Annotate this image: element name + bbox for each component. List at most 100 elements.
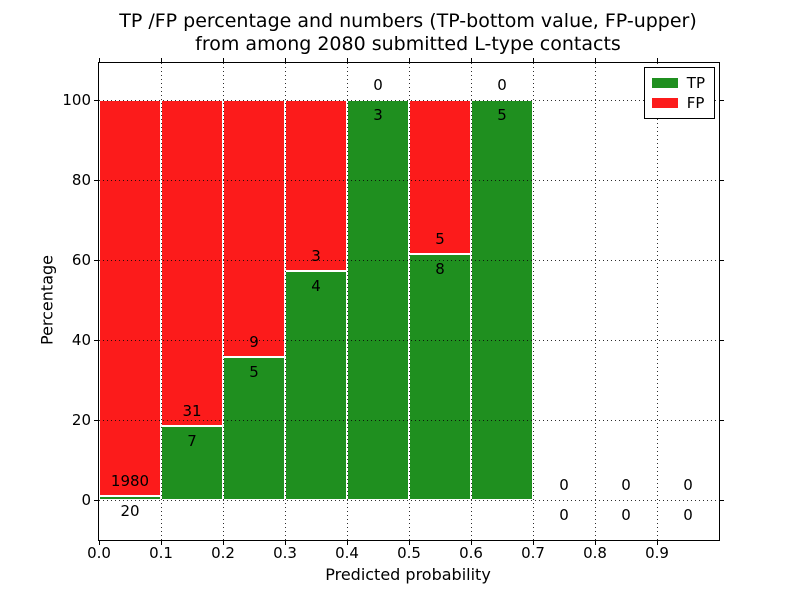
grid-line-vertical [533, 63, 534, 540]
grid-line-vertical [409, 63, 410, 540]
y-tick-mark-left [94, 420, 98, 421]
x-tick-mark-bottom [347, 541, 348, 545]
x-tick-mark-top [347, 58, 348, 62]
bar-fp-count-label: 0 [683, 476, 693, 494]
y-tick-label: 60 [71, 251, 91, 269]
bar-fp-segment [99, 100, 161, 496]
grid-line-vertical [161, 63, 162, 540]
bar-tp-segment [285, 271, 347, 500]
x-tick-mark-top [223, 58, 224, 62]
x-tick-mark-bottom [533, 541, 534, 545]
legend: TP FP [643, 67, 715, 119]
x-tick-mark-top [595, 58, 596, 62]
bar-fp-count-label: 0 [559, 476, 569, 494]
legend-item-tp: TP [651, 73, 705, 93]
legend-swatch-fp-icon [651, 98, 678, 108]
bar-fp-count-label: 9 [249, 333, 259, 351]
bar-fp-count-label: 0 [497, 76, 507, 94]
x-tick-label: 0.1 [149, 544, 173, 562]
y-tick-mark-right [720, 340, 724, 341]
x-tick-label: 0.7 [521, 544, 545, 562]
y-tick-mark-right [720, 420, 724, 421]
x-tick-mark-bottom [161, 541, 162, 545]
y-tick-mark-left [94, 340, 98, 341]
x-tick-mark-top [99, 58, 100, 62]
bar-tp-segment [99, 496, 161, 500]
x-tick-mark-top [533, 58, 534, 62]
bar-tp-segment [347, 100, 409, 500]
x-tick-mark-top [409, 58, 410, 62]
chart-title-line-2: from among 2080 submitted L-type contact… [195, 33, 621, 55]
bar-tp-count-label: 5 [497, 106, 507, 124]
bar-fp-count-label: 0 [373, 76, 383, 94]
bar-tp-count-label: 20 [120, 502, 140, 520]
y-tick-label: 40 [71, 331, 91, 349]
x-tick-mark-top [657, 58, 658, 62]
bar-fp-count-label: 31 [182, 402, 202, 420]
x-tick-label: 0.6 [459, 544, 483, 562]
x-tick-mark-top [471, 58, 472, 62]
bar-tp-count-label: 4 [311, 277, 321, 295]
grid-line-vertical [471, 63, 472, 540]
x-tick-label: 0.0 [87, 544, 111, 562]
grid-line-vertical [285, 63, 286, 540]
x-tick-label: 0.3 [273, 544, 297, 562]
legend-swatch-tp-icon [651, 78, 678, 88]
bar-fp-count-label: 0 [621, 476, 631, 494]
grid-line-vertical [223, 63, 224, 540]
x-tick-mark-bottom [471, 541, 472, 545]
x-tick-label: 0.4 [335, 544, 359, 562]
y-tick-label: 0 [81, 491, 91, 509]
bar-tp-count-label: 3 [373, 106, 383, 124]
bar-tp-count-label: 8 [435, 260, 445, 278]
bar-fp-segment [285, 100, 347, 271]
bar-tp-segment [471, 100, 533, 500]
bar-fp-segment [161, 100, 223, 426]
bar-tp-count-label: 5 [249, 363, 259, 381]
y-tick-mark-left [94, 500, 98, 501]
chart-title-line-1: TP /FP percentage and numbers (TP-bottom… [119, 10, 697, 32]
x-tick-mark-top [285, 58, 286, 62]
bar-tp-count-label: 0 [559, 506, 569, 524]
bar-tp-count-label: 0 [621, 506, 631, 524]
y-tick-mark-left [94, 180, 98, 181]
legend-item-fp: FP [651, 93, 705, 113]
plot-area: TP FP 0 20 40 60 80 100 0.0 0.1 0.2 0.3 0.4 0.5 0.6 0… [62, 58, 724, 562]
bar-tp-count-label: 7 [187, 432, 197, 450]
x-tick-mark-bottom [409, 541, 410, 545]
x-tick-mark-bottom [99, 541, 100, 545]
x-tick-label: 0.2 [211, 544, 235, 562]
y-tick-mark-right [720, 260, 724, 261]
bar-tp-count-label: 0 [683, 506, 693, 524]
x-tick-mark-bottom [285, 541, 286, 545]
legend-label-fp: FP [686, 94, 705, 112]
y-tick-label: 100 [62, 91, 91, 109]
chart-title: TP /FP percentage and numbers (TP-bottom… [98, 10, 718, 56]
x-tick-label: 0.8 [583, 544, 607, 562]
grid-line-vertical [595, 63, 596, 540]
x-tick-mark-bottom [657, 541, 658, 545]
y-tick-mark-left [94, 100, 98, 101]
y-tick-mark-right [720, 100, 724, 101]
y-tick-mark-right [720, 180, 724, 181]
x-tick-mark-bottom [223, 541, 224, 545]
x-tick-label: 0.9 [645, 544, 669, 562]
grid-line-vertical [657, 63, 658, 540]
x-tick-mark-top [161, 58, 162, 62]
bar-fp-count-label: 5 [435, 230, 445, 248]
bar-tp-segment [409, 254, 471, 500]
y-tick-mark-left [94, 260, 98, 261]
legend-label-tp: TP [686, 74, 705, 92]
bar-fp-segment [223, 100, 285, 357]
bar-fp-count-label: 3 [311, 247, 321, 265]
x-axis-label: Predicted probability [325, 565, 491, 584]
x-tick-label: 0.5 [397, 544, 421, 562]
x-tick-mark-bottom [595, 541, 596, 545]
bar-tp-segment [161, 426, 223, 500]
y-tick-label: 20 [71, 411, 91, 429]
y-tick-mark-right [720, 500, 724, 501]
grid-line-vertical [347, 63, 348, 540]
y-tick-label: 80 [71, 171, 91, 189]
bar-fp-count-label: 1980 [110, 472, 150, 490]
